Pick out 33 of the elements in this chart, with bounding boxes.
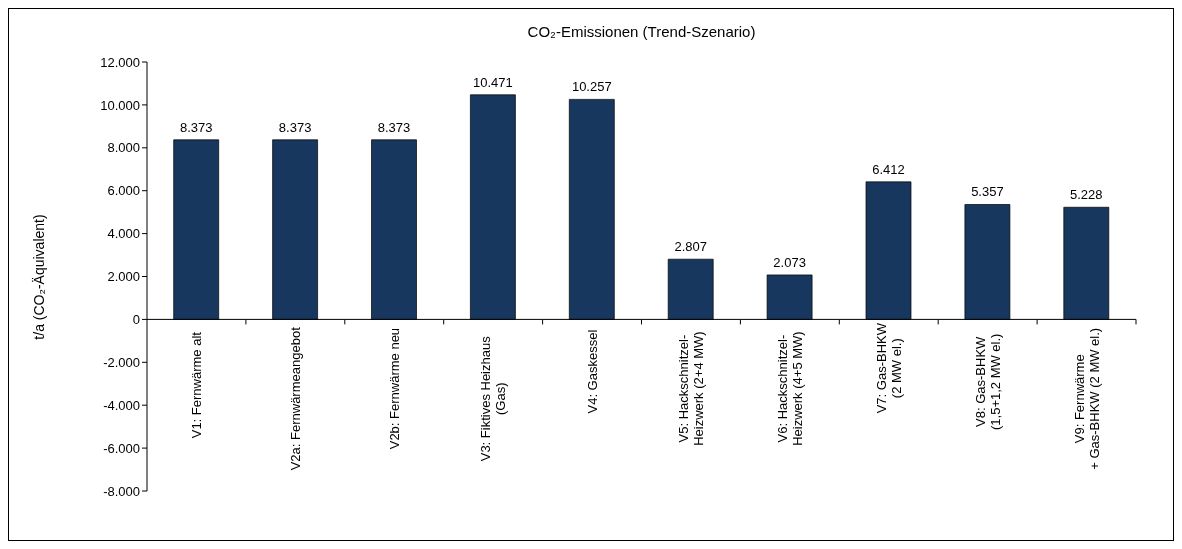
data-label: 8.373 (278, 119, 312, 135)
data-label: 6.412 (872, 161, 905, 177)
data-label: 10.471 (473, 74, 513, 90)
y-tick-label: 4.000 (107, 226, 140, 242)
y-tick-label: 0 (132, 312, 140, 328)
y-tick-label: 6.000 (107, 183, 140, 199)
data-label: 2.073 (773, 254, 806, 270)
y-tick-label: 12.000 (100, 54, 140, 70)
x-tick-label: V3: Fiktives Heizhaus (Gas) (478, 335, 509, 462)
x-tick-label: V2b: Fernwärme neu (386, 327, 402, 450)
y-tick-label: -8.000 (103, 483, 140, 499)
x-tick-label: V1: Fernwärme alt (189, 331, 204, 439)
x-tick-label: V2a: Fernwärmeangebot (287, 326, 303, 471)
x-tick-label: V6: Hackschnitzel- Heizwerk (4+5 MW) (774, 331, 805, 446)
y-tick-label: -4.000 (103, 397, 140, 413)
x-tick-label: V9: Fernwärme + Gas-BHKW (2 MW el.) (1071, 327, 1102, 470)
data-label: 2.807 (674, 239, 707, 255)
chart-title: CO₂-Emissionen (Trend-Szenario) (526, 23, 757, 40)
y-tick-label: 10.000 (100, 97, 140, 113)
data-label: 8.373 (377, 119, 411, 135)
y-tick-label: -2.000 (103, 354, 140, 370)
x-tick-label: V7: Gas-BHKW (2 MW el.) (873, 322, 904, 414)
x-tick-label: V4: Gaskessel (584, 329, 600, 414)
y-tick-label: 8.000 (107, 140, 140, 156)
x-tick-label: V5: Hackschnitzel- Heizwerk (2+4 MW) (676, 331, 706, 446)
y-tick-label: 2.000 (107, 269, 140, 285)
data-label: 10.257 (571, 79, 612, 95)
y-axis-title: t/a (CO₂-Äquivalent) (31, 213, 48, 340)
data-label: 5.228 (1070, 187, 1103, 203)
y-tick-label: -6.000 (103, 440, 140, 456)
x-tick-label: V8: Gas-BHKW (1,5+1,2 MW el.) (972, 333, 1003, 431)
data-label: 5.357 (971, 184, 1004, 200)
data-label: 8.373 (179, 119, 213, 135)
